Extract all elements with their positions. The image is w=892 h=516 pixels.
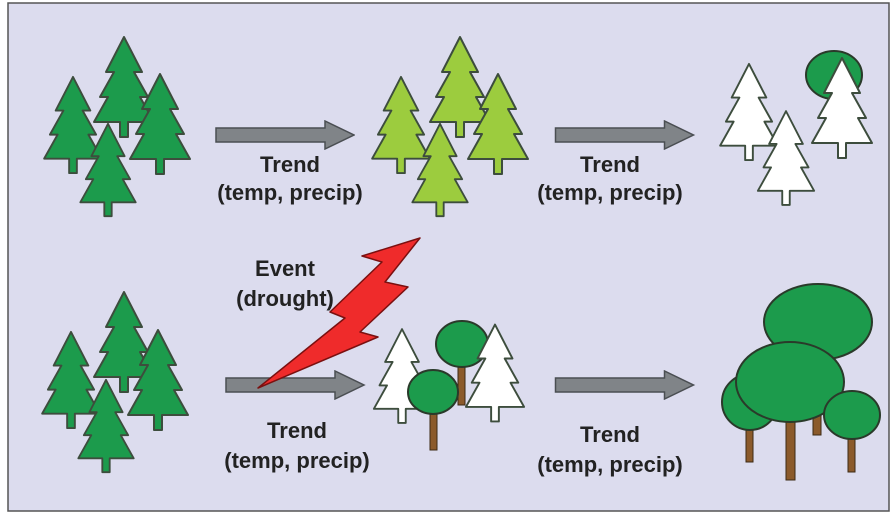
mixed-cluster bbox=[719, 50, 873, 206]
lightning bbox=[257, 237, 421, 389]
trend-detail: (temp, precip) bbox=[537, 452, 682, 477]
mixed-cluster bbox=[372, 320, 526, 451]
trend-label: Trend bbox=[260, 152, 320, 177]
trend-label: Trend bbox=[580, 422, 640, 447]
event-label: Event bbox=[255, 256, 316, 281]
trend-detail: (temp, precip) bbox=[224, 448, 369, 473]
trend-label: Trend bbox=[580, 152, 640, 177]
trend-detail: (temp, precip) bbox=[537, 180, 682, 205]
round-cluster bbox=[721, 283, 881, 481]
trend-label: Trend bbox=[267, 418, 327, 443]
trend-detail: (temp, precip) bbox=[217, 180, 362, 205]
event-detail: (drought) bbox=[236, 286, 334, 311]
